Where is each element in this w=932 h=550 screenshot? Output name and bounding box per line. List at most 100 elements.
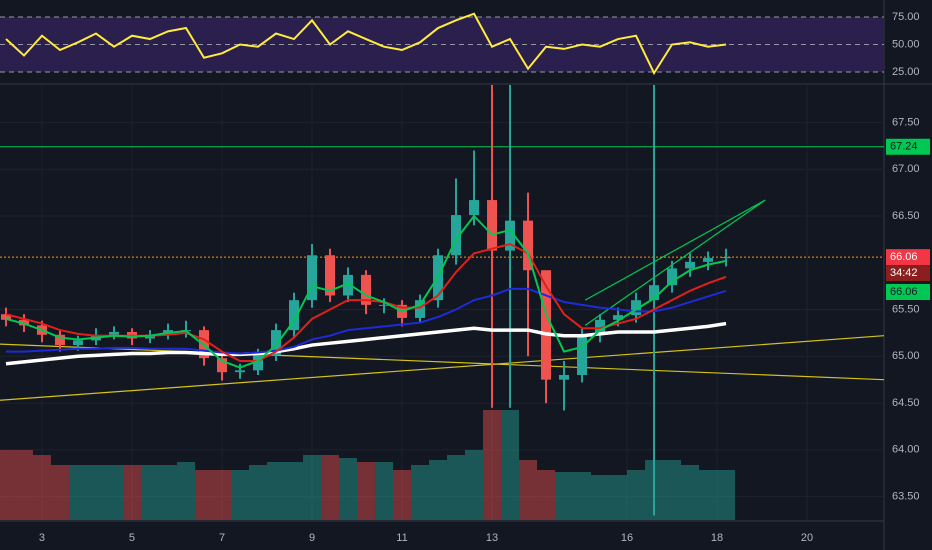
x-tick-label: 18: [711, 532, 723, 544]
candle-body: [649, 285, 660, 301]
rsi-tick-label: 25.00: [892, 66, 920, 78]
volume-bar: [104, 465, 123, 520]
x-tick-label: 20: [801, 532, 813, 544]
level-label-box: [886, 138, 930, 155]
candle-body: [631, 300, 642, 316]
volume-bar: [321, 455, 340, 520]
trendline: [584, 199, 766, 301]
candle-body: [235, 370, 246, 373]
rsi-tick-label: 50.00: [892, 38, 920, 50]
volume-bar: [411, 465, 430, 520]
y-tick-label: 67.00: [892, 163, 920, 175]
volume-bar: [213, 470, 232, 520]
candle-body: [541, 270, 552, 380]
volume-bar: [591, 475, 610, 520]
x-tick-label: 9: [309, 532, 315, 544]
y-tick-label: 65.50: [892, 303, 920, 315]
candle-body: [325, 255, 336, 296]
volume-bar: [249, 465, 268, 520]
moving-average: [5, 214, 727, 369]
trendline: [0, 343, 885, 381]
volume-bar: [158, 465, 177, 520]
volume-bar: [176, 462, 195, 520]
volume-bar: [0, 450, 15, 520]
volume-bar: [609, 475, 628, 520]
volume-bar: [447, 455, 466, 520]
candle-body: [379, 304, 390, 306]
candle-body: [217, 358, 228, 373]
volume-bar: [429, 460, 448, 520]
y-tick-label: 64.50: [892, 397, 920, 409]
price-label: 66.06: [890, 251, 918, 263]
x-tick-label: 5: [129, 532, 135, 544]
candle-body: [523, 220, 534, 271]
volume-bar: [50, 465, 69, 520]
trendline: [584, 199, 766, 326]
candle-body: [361, 274, 372, 305]
candle-body: [721, 257, 732, 259]
candle-body: [253, 355, 264, 371]
volume-bar: [555, 472, 574, 520]
candle-body: [703, 258, 714, 262]
price-label-box: [886, 249, 930, 266]
rsi-line: [5, 12, 727, 76]
x-tick-label: 3: [39, 532, 45, 544]
volume-bar: [32, 455, 51, 520]
x-tick-label: 7: [219, 532, 225, 544]
y-tick-label: 64.00: [892, 444, 920, 456]
volume-bar: [303, 455, 322, 520]
candle-body: [685, 261, 696, 269]
level-label: 67.24: [890, 141, 918, 153]
candle-body: [54, 334, 65, 346]
candle-body: [613, 315, 624, 320]
volume-bar: [501, 410, 520, 520]
x-tick-label: 11: [396, 532, 407, 544]
volume-bar: [537, 470, 556, 520]
volume-bar: [122, 465, 141, 520]
volume-bar: [519, 460, 538, 520]
candle-body: [469, 200, 480, 216]
candle-body: [72, 340, 83, 346]
volume-bar: [717, 470, 736, 520]
trendline: [0, 335, 885, 401]
ma-label: 66.06: [890, 286, 918, 298]
volume-bar: [699, 470, 718, 520]
x-tick-label: 13: [486, 532, 498, 544]
candle-body: [505, 220, 516, 251]
countdown-box: [886, 265, 930, 282]
ma-label-box: [886, 284, 930, 300]
candle-body: [487, 200, 498, 251]
volume-bar: [195, 470, 213, 520]
moving-average: [5, 321, 727, 366]
moving-average: [5, 287, 727, 355]
candle-body: [577, 334, 588, 375]
volume-bar: [267, 462, 286, 520]
y-tick-label: 67.50: [892, 116, 920, 128]
volume-bar: [231, 470, 250, 520]
volume-bar: [483, 410, 502, 520]
candle-body: [451, 215, 462, 256]
volume-bar: [68, 465, 87, 520]
countdown-label: 34:42: [890, 267, 918, 279]
candle-body: [559, 375, 570, 380]
volume-bar: [14, 450, 33, 520]
candle-body: [289, 300, 300, 331]
candle-body: [307, 255, 318, 301]
rsi-tick-label: 75.00: [892, 11, 920, 23]
y-tick-label: 66.50: [892, 210, 920, 222]
candle-body: [343, 274, 354, 296]
volume-bar: [86, 465, 105, 520]
x-tick-label: 16: [621, 532, 633, 544]
volume-bar: [663, 460, 682, 520]
volume-bar: [140, 465, 159, 520]
volume-bar: [339, 458, 358, 520]
volume-bar: [357, 462, 376, 520]
volume-bar: [393, 470, 412, 520]
volume-bar: [375, 462, 394, 520]
volume-bar: [285, 462, 304, 520]
volume-bar: [465, 450, 484, 520]
candle-body: [108, 331, 119, 335]
volume-bar: [573, 472, 592, 520]
